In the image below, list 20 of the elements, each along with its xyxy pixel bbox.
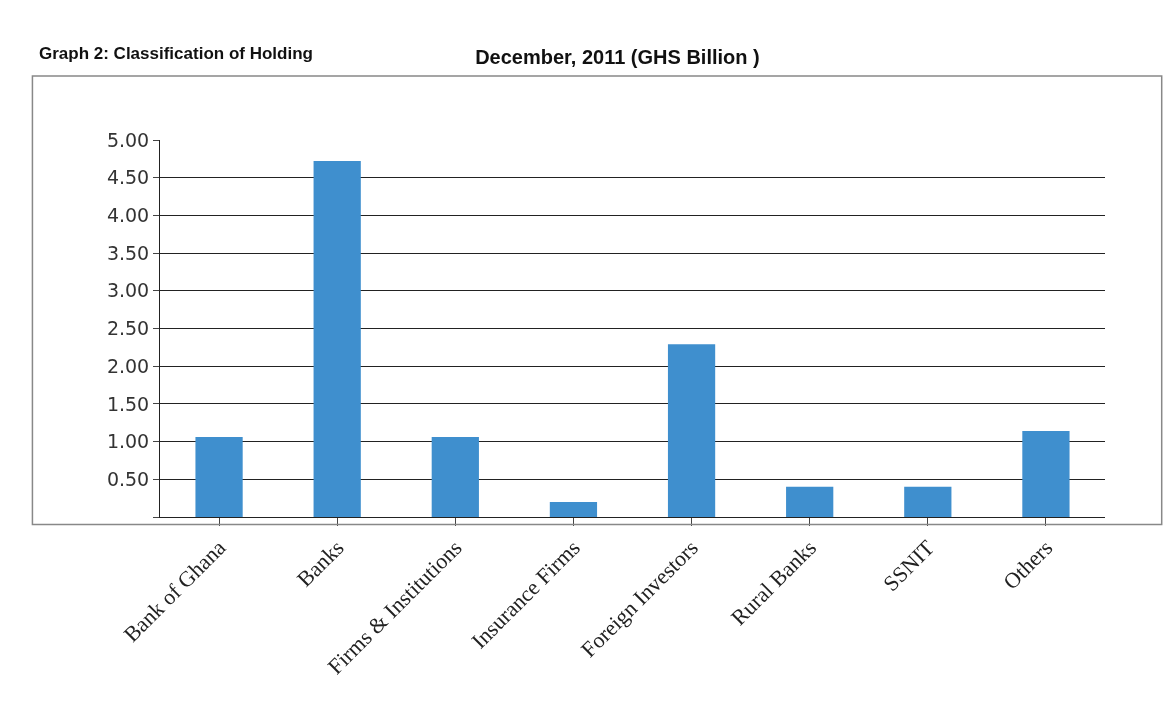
- bar: [1022, 431, 1070, 517]
- bar: [313, 161, 361, 517]
- y-tick-label: 3.00: [106, 279, 150, 302]
- bar: [195, 437, 243, 517]
- bar: [904, 486, 952, 517]
- y-tick-label: 0.50: [106, 467, 150, 490]
- y-tick-label: 1.00: [106, 430, 150, 453]
- y-tick-label: 1.50: [106, 392, 150, 415]
- bar: [786, 486, 834, 517]
- bar: [667, 344, 716, 517]
- y-tick-label: 3.50: [106, 241, 150, 264]
- y-tick-label: 4.00: [106, 204, 150, 227]
- caption: Graph 2: Classification of Holding: [39, 44, 313, 63]
- bar: [549, 501, 598, 517]
- bar: [431, 437, 479, 517]
- chart-title: December, 2011 (GHS Billion ): [475, 46, 760, 69]
- y-tick-label: 2.00: [106, 354, 150, 377]
- y-tick-label: 5.00: [106, 128, 150, 151]
- y-tick-label: 2.50: [106, 317, 150, 340]
- y-tick-label: 4.50: [106, 166, 150, 189]
